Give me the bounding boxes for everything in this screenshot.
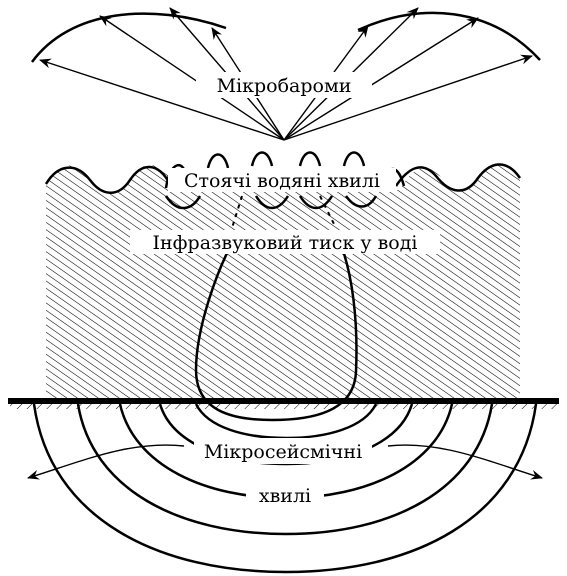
label-standing-waves: Стоячі водяні хвилі — [184, 170, 380, 192]
surface-wave-right — [394, 163, 522, 192]
water-body — [46, 163, 520, 402]
standing-wave-crests — [164, 151, 406, 210]
label-microseisms-line2: хвилі — [259, 485, 311, 507]
label-microbaroms: Мікробароми — [217, 75, 352, 97]
microseism-arrows — [27, 444, 543, 480]
microbarom-arc-left — [30, 12, 227, 63]
surface-wave-left — [44, 165, 172, 194]
microbarom-arc-right — [357, 11, 541, 61]
crest-links — [231, 195, 337, 229]
seabed-hatch — [10, 401, 557, 409]
label-microseisms-line1: Мікросейсмічні — [204, 441, 362, 463]
pressure-bulb — [194, 231, 358, 422]
label-infrasound-pressure: Інфразвуковий тиск у воді — [152, 232, 417, 254]
